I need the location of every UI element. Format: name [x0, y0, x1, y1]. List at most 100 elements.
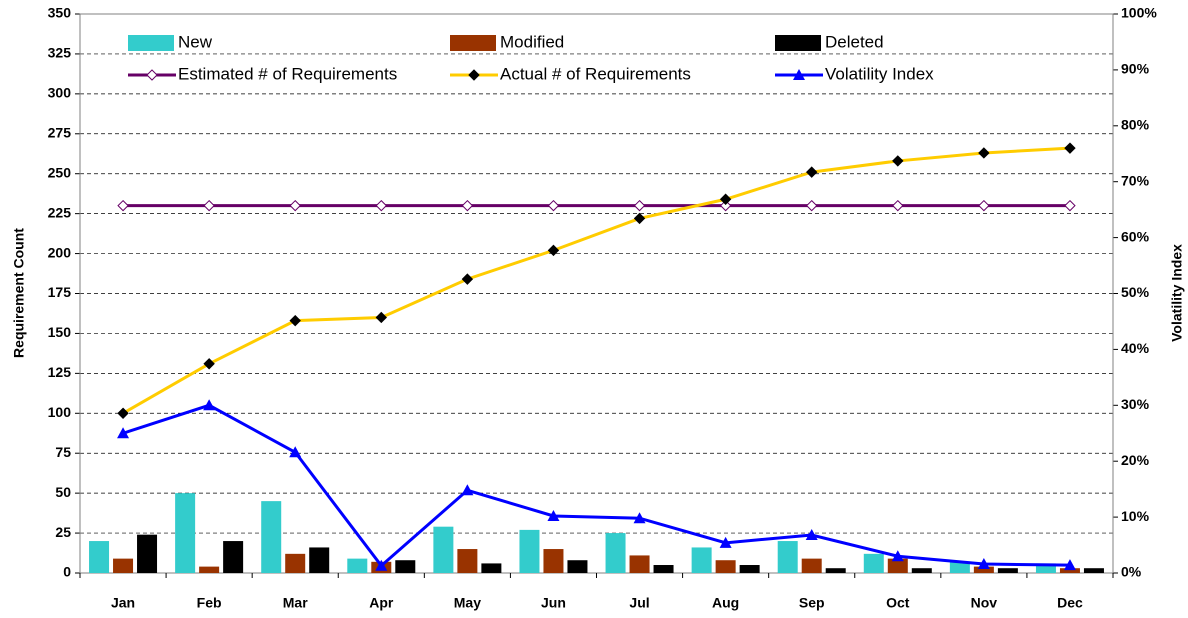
- x-tick-label: Nov: [971, 595, 998, 611]
- bar: [997, 568, 1018, 573]
- marker: [375, 311, 387, 324]
- marker: [375, 199, 387, 212]
- bar: [1035, 563, 1056, 573]
- marker: [719, 536, 732, 548]
- marker: [461, 199, 474, 212]
- marker: [806, 199, 818, 212]
- y-axis-label: Requirement Count: [11, 228, 27, 358]
- legend-swatch: [450, 35, 496, 51]
- marker: [892, 199, 904, 212]
- y2-tick-label: 40%: [1121, 340, 1150, 356]
- y-tick-label: 125: [48, 364, 72, 380]
- x-tick-label: Apr: [369, 595, 394, 611]
- x-tick-label: Jun: [541, 595, 566, 611]
- legend-label: Estimated # of Requirements: [178, 64, 397, 83]
- y-tick-label: 50: [55, 484, 71, 500]
- y-tick-label: 25: [55, 524, 71, 540]
- y-tick-label: 250: [48, 164, 72, 180]
- bar: [481, 563, 502, 573]
- marker: [468, 69, 480, 81]
- marker: [892, 155, 904, 167]
- legend-label: Modified: [500, 32, 564, 51]
- bar: [567, 560, 588, 573]
- bar: [605, 533, 626, 573]
- marker: [719, 193, 732, 205]
- marker: [891, 550, 904, 562]
- y2-tick-label: 90%: [1121, 61, 1150, 77]
- x-tick-label: Feb: [197, 595, 222, 611]
- y-tick-label: 200: [48, 244, 72, 260]
- marker: [117, 427, 130, 439]
- bar: [223, 541, 244, 573]
- bar: [543, 549, 564, 573]
- marker: [375, 559, 388, 571]
- marker: [289, 314, 301, 327]
- x-tick-label: Aug: [712, 595, 739, 611]
- marker: [633, 199, 646, 212]
- bar: [949, 561, 970, 573]
- bar: [457, 549, 478, 573]
- y-tick-label: 75: [55, 444, 71, 460]
- marker: [977, 558, 990, 570]
- legend-swatch: [775, 35, 821, 51]
- legend-swatch: [128, 35, 174, 51]
- y2-tick-label: 80%: [1121, 117, 1150, 133]
- line: [122, 146, 1071, 415]
- marker: [1063, 559, 1076, 571]
- bar: [973, 566, 994, 573]
- x-tick-label: Jan: [111, 595, 135, 611]
- bar: [395, 560, 416, 573]
- marker: [1064, 199, 1076, 212]
- marker: [1064, 142, 1076, 154]
- marker: [203, 199, 215, 212]
- bar: [261, 501, 282, 573]
- bar: [801, 558, 822, 573]
- y2-tick-label: 0%: [1121, 564, 1142, 580]
- marker: [146, 69, 158, 81]
- bar: [113, 558, 134, 573]
- bar: [285, 553, 306, 573]
- marker: [793, 69, 805, 80]
- y2-tick-label: 70%: [1121, 172, 1150, 188]
- y2-tick-label: 20%: [1121, 452, 1150, 468]
- marker: [117, 407, 129, 419]
- x-tick-label: Dec: [1057, 595, 1083, 611]
- bar: [175, 493, 196, 573]
- bar: [887, 558, 908, 573]
- bar: [715, 560, 736, 573]
- marker: [461, 484, 474, 496]
- y2-tick-label: 30%: [1121, 396, 1150, 412]
- bar: [347, 558, 368, 573]
- legend-label: New: [178, 32, 213, 51]
- marker: [978, 147, 990, 159]
- y2-tick-label: 50%: [1121, 284, 1150, 300]
- bar: [137, 534, 158, 573]
- marker: [461, 273, 474, 285]
- bar: [691, 547, 712, 573]
- bar: [1083, 568, 1104, 573]
- marker: [806, 166, 818, 178]
- marker: [203, 399, 216, 411]
- x-tick-label: Sep: [799, 595, 825, 611]
- marker: [117, 199, 129, 212]
- marker: [547, 509, 560, 521]
- bar: [653, 565, 674, 573]
- y-tick-label: 325: [48, 45, 72, 61]
- marker: [719, 199, 732, 212]
- y-tick-label: 175: [48, 284, 72, 300]
- marker: [805, 528, 818, 540]
- bar: [777, 541, 798, 573]
- bar: [863, 553, 884, 573]
- y2-tick-label: 100%: [1121, 5, 1157, 21]
- bar: [199, 566, 220, 573]
- marker: [547, 199, 560, 212]
- legend-label: Volatility Index: [825, 64, 934, 83]
- bar: [1059, 568, 1080, 573]
- marker: [289, 446, 302, 458]
- y-tick-label: 150: [48, 324, 72, 340]
- bar: [433, 526, 454, 573]
- line: [122, 403, 1070, 568]
- x-tick-label: Jul: [629, 595, 649, 611]
- y2-axis-label: Volatility Index: [1169, 244, 1185, 342]
